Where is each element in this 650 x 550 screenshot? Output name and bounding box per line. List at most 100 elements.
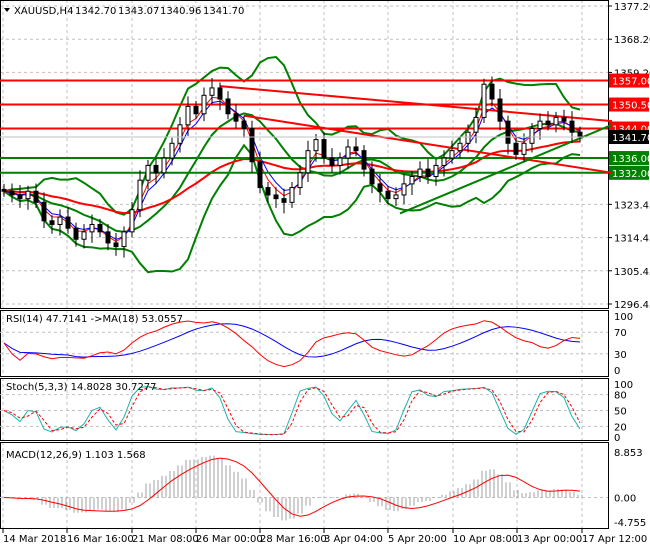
candle-body (137, 179, 143, 211)
candle-body (377, 183, 383, 192)
candle-body (185, 105, 191, 126)
price-tick-label: 1305.45 (614, 267, 650, 278)
candle-body (369, 168, 375, 185)
candle-body (41, 201, 47, 222)
candle-body (385, 190, 391, 200)
candle-body (521, 142, 527, 155)
candle-body (241, 120, 247, 130)
candle-body (113, 242, 119, 248)
current-price-tag (609, 130, 649, 145)
candle-body (97, 223, 103, 233)
candle-body (65, 216, 71, 229)
stoch-tick-label: 50 (614, 407, 627, 418)
rsi-tick-label: 30 (614, 350, 627, 361)
candle-body (545, 120, 551, 126)
candle-body (169, 142, 175, 159)
trendline (219, 85, 613, 123)
candle-body (233, 113, 239, 122)
bollinger-lower (3, 143, 581, 274)
candle-body (9, 190, 15, 196)
rsi-line (3, 320, 581, 368)
time-tick-label: 14 Mar 2018 (3, 534, 66, 545)
price-level-label: 1332.00 (612, 169, 650, 180)
price-level-label: 1336.00 (612, 154, 650, 165)
time-tick-label: 21 Mar 08:00 (132, 534, 199, 545)
candle-body (57, 216, 63, 225)
candle-body (433, 164, 439, 177)
ohlc-open: 1342.70 (75, 6, 116, 17)
time-tick-label: 26 Mar 00:00 (196, 534, 263, 545)
price-level-label: 1357.00 (612, 77, 650, 88)
time-tick-label: 10 Apr 08:00 (453, 534, 518, 545)
candle-body (201, 94, 207, 115)
candle-body (25, 190, 31, 200)
symbol-timeframe: XAUUSD,H4 (14, 6, 73, 17)
candle-body (145, 164, 151, 181)
candle-body (273, 194, 279, 200)
candle-body (465, 131, 471, 144)
candle-body (457, 142, 463, 152)
candle-body (49, 220, 55, 225)
candle-body (33, 190, 39, 203)
candle-body (361, 150, 367, 170)
candle-body (497, 98, 503, 122)
candle-body (265, 187, 271, 196)
pane-frame (0, 378, 609, 441)
pane-frame (0, 310, 609, 377)
candle-body (489, 83, 495, 100)
candle-body (577, 131, 583, 138)
dropdown-triangle-icon (4, 8, 10, 12)
time-tick-label: 5 Apr 20:00 (388, 534, 447, 545)
rsi-ma-line (3, 323, 581, 358)
candle-body (161, 157, 167, 174)
time-tick-label: 16 Mar 16:00 (67, 534, 134, 545)
candle-body (569, 120, 575, 133)
price-level-tag (609, 165, 649, 180)
macd-tick-label: 8.853 (614, 448, 643, 459)
candle-body (193, 105, 199, 115)
candle-body (449, 150, 455, 159)
candle-body (81, 231, 87, 240)
stoch-title: Stoch(5,3,3) 14.8028 30.7277 (6, 382, 157, 393)
trendline (399, 123, 613, 215)
candle-body (177, 124, 183, 144)
candle-body (553, 116, 559, 126)
time-tick-label: 28 Mar 16:00 (260, 534, 327, 545)
time-tick-label: 13 Apr 00:00 (517, 534, 582, 545)
candle-body (17, 194, 23, 200)
candle-body (473, 116, 479, 133)
candle-body (401, 183, 407, 196)
candle-body (225, 98, 231, 115)
candle-body (481, 83, 487, 118)
stoch-signal-line (3, 386, 581, 436)
pane-frame (0, 0, 609, 309)
candle-body (537, 120, 543, 130)
ohlc-close: 1341.70 (203, 6, 244, 17)
candle-body (281, 198, 287, 203)
rsi-title: RSI(14) 47.7141 ->MA(18) 53.0557 (6, 314, 183, 325)
rsi-tick-label: 70 (614, 328, 627, 339)
price-tick-label: 1368.20 (614, 35, 650, 46)
price-level-tag (609, 151, 649, 166)
candle-body (297, 172, 303, 189)
candle-body (505, 120, 511, 144)
trendline (243, 114, 613, 174)
candle-body (1, 188, 7, 192)
rsi-tick-label: 100 (614, 312, 633, 323)
candle-body (73, 227, 79, 240)
price-tick-label: 1296.45 (614, 300, 650, 311)
candle-body (129, 209, 135, 233)
candle-body (313, 139, 319, 152)
candle-body (105, 231, 111, 244)
price-tick-label: 1377.20 (614, 2, 650, 13)
candle-body (321, 139, 327, 159)
candle-body (513, 142, 519, 155)
candle-body (353, 146, 359, 152)
candle-body (329, 157, 335, 166)
stoch-tick-label: 80 (614, 391, 627, 402)
price-level-label: 1350.50 (612, 101, 650, 112)
price-tick-label: 1314.45 (614, 234, 650, 245)
candle-body (417, 168, 423, 177)
